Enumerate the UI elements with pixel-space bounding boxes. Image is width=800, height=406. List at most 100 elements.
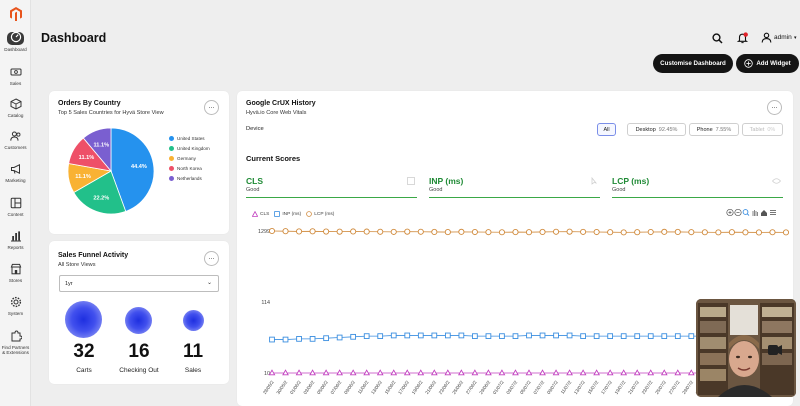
data-point-cls[interactable] (444, 369, 452, 376)
data-point-inp[interactable] (526, 332, 532, 339)
sidebar-item-reports[interactable]: Reports (0, 230, 31, 250)
data-point-lcp[interactable] (782, 229, 790, 236)
data-point-cls[interactable] (539, 369, 546, 376)
data-point-inp[interactable] (674, 333, 681, 339)
data-point-inp[interactable] (309, 336, 316, 342)
data-point-lcp[interactable] (404, 228, 411, 235)
data-point-cls[interactable] (525, 369, 533, 376)
data-point-lcp[interactable] (323, 228, 330, 235)
data-point-lcp[interactable] (417, 228, 424, 235)
data-point-lcp[interactable] (539, 228, 546, 236)
data-point-lcp[interactable] (728, 229, 735, 236)
chevron-down-icon[interactable]: ▾ (794, 35, 797, 41)
data-point-lcp[interactable] (553, 228, 560, 235)
sidebar-item-content[interactable]: Content (0, 197, 31, 217)
magento-logo-icon[interactable] (10, 7, 22, 21)
data-point-inp[interactable] (485, 333, 492, 339)
data-point-inp[interactable] (688, 333, 695, 339)
data-point-inp[interactable] (417, 332, 424, 339)
data-point-cls[interactable] (552, 369, 560, 376)
data-point-inp[interactable] (296, 336, 302, 342)
data-point-cls[interactable] (336, 369, 344, 376)
data-point-lcp[interactable] (661, 228, 668, 235)
legend-lcp[interactable]: LCP (ms) (314, 211, 335, 217)
data-point-cls[interactable] (566, 369, 573, 376)
data-point-lcp[interactable] (390, 228, 397, 235)
data-point-inp[interactable] (607, 333, 614, 339)
crux-more-options-button[interactable]: ... (767, 100, 782, 115)
data-point-cls[interactable] (471, 369, 479, 376)
data-point-lcp[interactable] (525, 229, 533, 236)
orders-more-options-button[interactable]: ... (204, 100, 219, 115)
data-point-inp[interactable] (539, 332, 546, 339)
home-reset-icon[interactable] (761, 210, 767, 216)
data-point-cls[interactable] (579, 369, 587, 376)
data-point-inp[interactable] (634, 333, 641, 339)
data-point-lcp[interactable] (336, 228, 343, 235)
funnel-more-options-button[interactable]: ... (204, 251, 219, 266)
data-point-lcp[interactable] (268, 227, 276, 235)
funnel-period-select[interactable]: 1yr ⌄ (59, 275, 219, 292)
user-icon[interactable] (761, 32, 772, 43)
data-point-cls[interactable] (349, 369, 357, 376)
data-point-inp[interactable] (593, 333, 600, 339)
menu-icon[interactable] (770, 210, 776, 215)
data-point-lcp[interactable] (607, 229, 614, 236)
data-point-lcp[interactable] (674, 228, 681, 236)
legend-cls[interactable]: CLS (260, 211, 270, 217)
pie-slice-netherlands[interactable] (82, 127, 112, 173)
data-point-cls[interactable] (606, 369, 614, 376)
data-point-lcp[interactable] (471, 228, 478, 236)
data-point-cls[interactable] (633, 369, 641, 376)
data-point-cls[interactable] (660, 369, 668, 376)
data-point-inp[interactable] (323, 335, 329, 342)
data-point-lcp[interactable] (350, 228, 357, 235)
data-point-lcp[interactable] (701, 229, 708, 236)
search-icon[interactable] (712, 33, 723, 44)
data-point-inp[interactable] (282, 336, 289, 343)
data-point-lcp[interactable] (647, 228, 654, 236)
pie-slice-united-states[interactable] (110, 127, 155, 212)
customise-dashboard-button[interactable]: Customise Dashboard (653, 54, 733, 73)
data-point-inp[interactable] (553, 332, 559, 339)
data-point-lcp[interactable] (742, 229, 749, 236)
sidebar-item-find-partners-extensions[interactable]: Find Partners & Extensions (0, 330, 31, 355)
data-point-cls[interactable] (268, 369, 276, 376)
sidebar-item-system[interactable]: System (0, 296, 31, 316)
admin-user-label[interactable]: admin (774, 34, 792, 41)
data-point-inp[interactable] (444, 332, 451, 339)
device-filter-desktop[interactable]: Desktop 92.45% (627, 123, 686, 136)
device-filter-tablet[interactable]: Tablet 0% (742, 123, 783, 136)
data-point-lcp[interactable] (431, 228, 438, 236)
data-point-lcp[interactable] (363, 228, 370, 235)
data-point-cls[interactable] (498, 369, 506, 376)
pie-legend-item[interactable]: Netherlands (169, 176, 202, 181)
data-point-lcp[interactable] (309, 228, 316, 235)
data-point-inp[interactable] (566, 332, 573, 339)
data-point-lcp[interactable] (485, 229, 492, 236)
data-point-cls[interactable] (457, 369, 465, 376)
data-point-lcp[interactable] (498, 229, 505, 236)
data-point-cls[interactable] (430, 369, 438, 376)
data-point-inp[interactable] (336, 334, 343, 341)
bell-icon[interactable] (737, 32, 749, 44)
data-point-lcp[interactable] (458, 228, 465, 235)
pie-legend-item[interactable]: Germany (169, 156, 196, 161)
data-point-cls[interactable] (485, 369, 492, 376)
data-point-lcp[interactable] (566, 228, 573, 235)
data-point-lcp[interactable] (282, 228, 289, 235)
data-point-lcp[interactable] (715, 229, 722, 236)
magnifier-icon[interactable] (742, 209, 750, 216)
pie-slice-united-kingdom[interactable] (73, 170, 127, 215)
data-point-cls[interactable] (512, 369, 519, 376)
data-point-cls[interactable] (674, 369, 682, 376)
data-point-inp[interactable] (458, 332, 465, 339)
data-point-cls[interactable] (322, 369, 330, 376)
data-point-cls[interactable] (363, 369, 371, 376)
data-point-cls[interactable] (403, 369, 411, 376)
pie-legend-item[interactable]: North Korea (169, 166, 202, 171)
data-point-lcp[interactable] (688, 229, 695, 236)
pie-legend-item[interactable]: United Kingdom (169, 146, 210, 151)
data-point-lcp[interactable] (593, 228, 600, 236)
data-point-cls[interactable] (309, 369, 316, 376)
